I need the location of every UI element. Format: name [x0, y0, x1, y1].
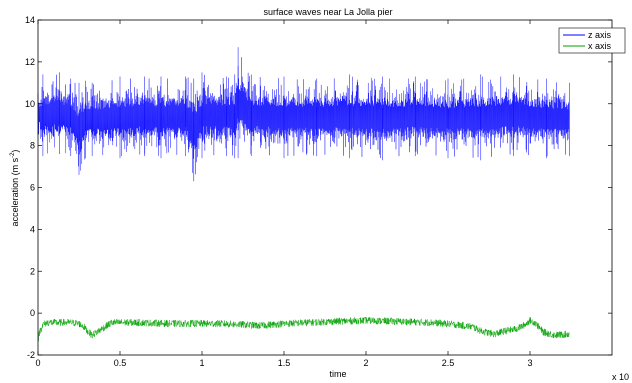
y-tick-label: 6 — [30, 183, 35, 193]
y-tick-label: 0 — [30, 308, 35, 318]
x-tick-label: 1 — [199, 358, 204, 368]
x-tick-label: 1.5 — [278, 358, 291, 368]
y-axis-label-exponent: -2 — [10, 152, 16, 158]
x-tick-label: 0 — [35, 358, 40, 368]
series-line-x-axis — [37, 316, 570, 342]
y-tick-label: 4 — [30, 224, 35, 234]
x-tick-label: 2.5 — [442, 358, 455, 368]
legend: z axis x axis — [558, 27, 626, 54]
x-axis-multiplier: x 10 — [612, 372, 629, 382]
y-axis-label-suffix: ) — [10, 150, 20, 153]
y-axis-label-main: acceleration (m s — [10, 157, 20, 226]
legend-box — [558, 27, 626, 54]
legend-label-z-axis: z axis — [588, 30, 612, 40]
data-layer — [37, 47, 570, 342]
y-tick-label: 14 — [25, 15, 35, 25]
y-tick-label: 2 — [30, 266, 35, 276]
y-tick-label: 8 — [30, 141, 35, 151]
legend-label-x-axis: x axis — [588, 41, 612, 51]
x-tick-label: 2 — [363, 358, 368, 368]
x-tick-label: 0.5 — [114, 358, 127, 368]
x-axis-label: time — [329, 369, 346, 379]
chart-title: surface waves near La Jolla pier — [263, 7, 392, 17]
y-tick-label: 10 — [25, 99, 35, 109]
y-tick-label: 12 — [25, 57, 35, 67]
y-axis-label: acceleration (m s-2) — [10, 150, 20, 227]
y-tick-label: -2 — [27, 350, 35, 360]
x-tick-label: 3 — [527, 358, 532, 368]
